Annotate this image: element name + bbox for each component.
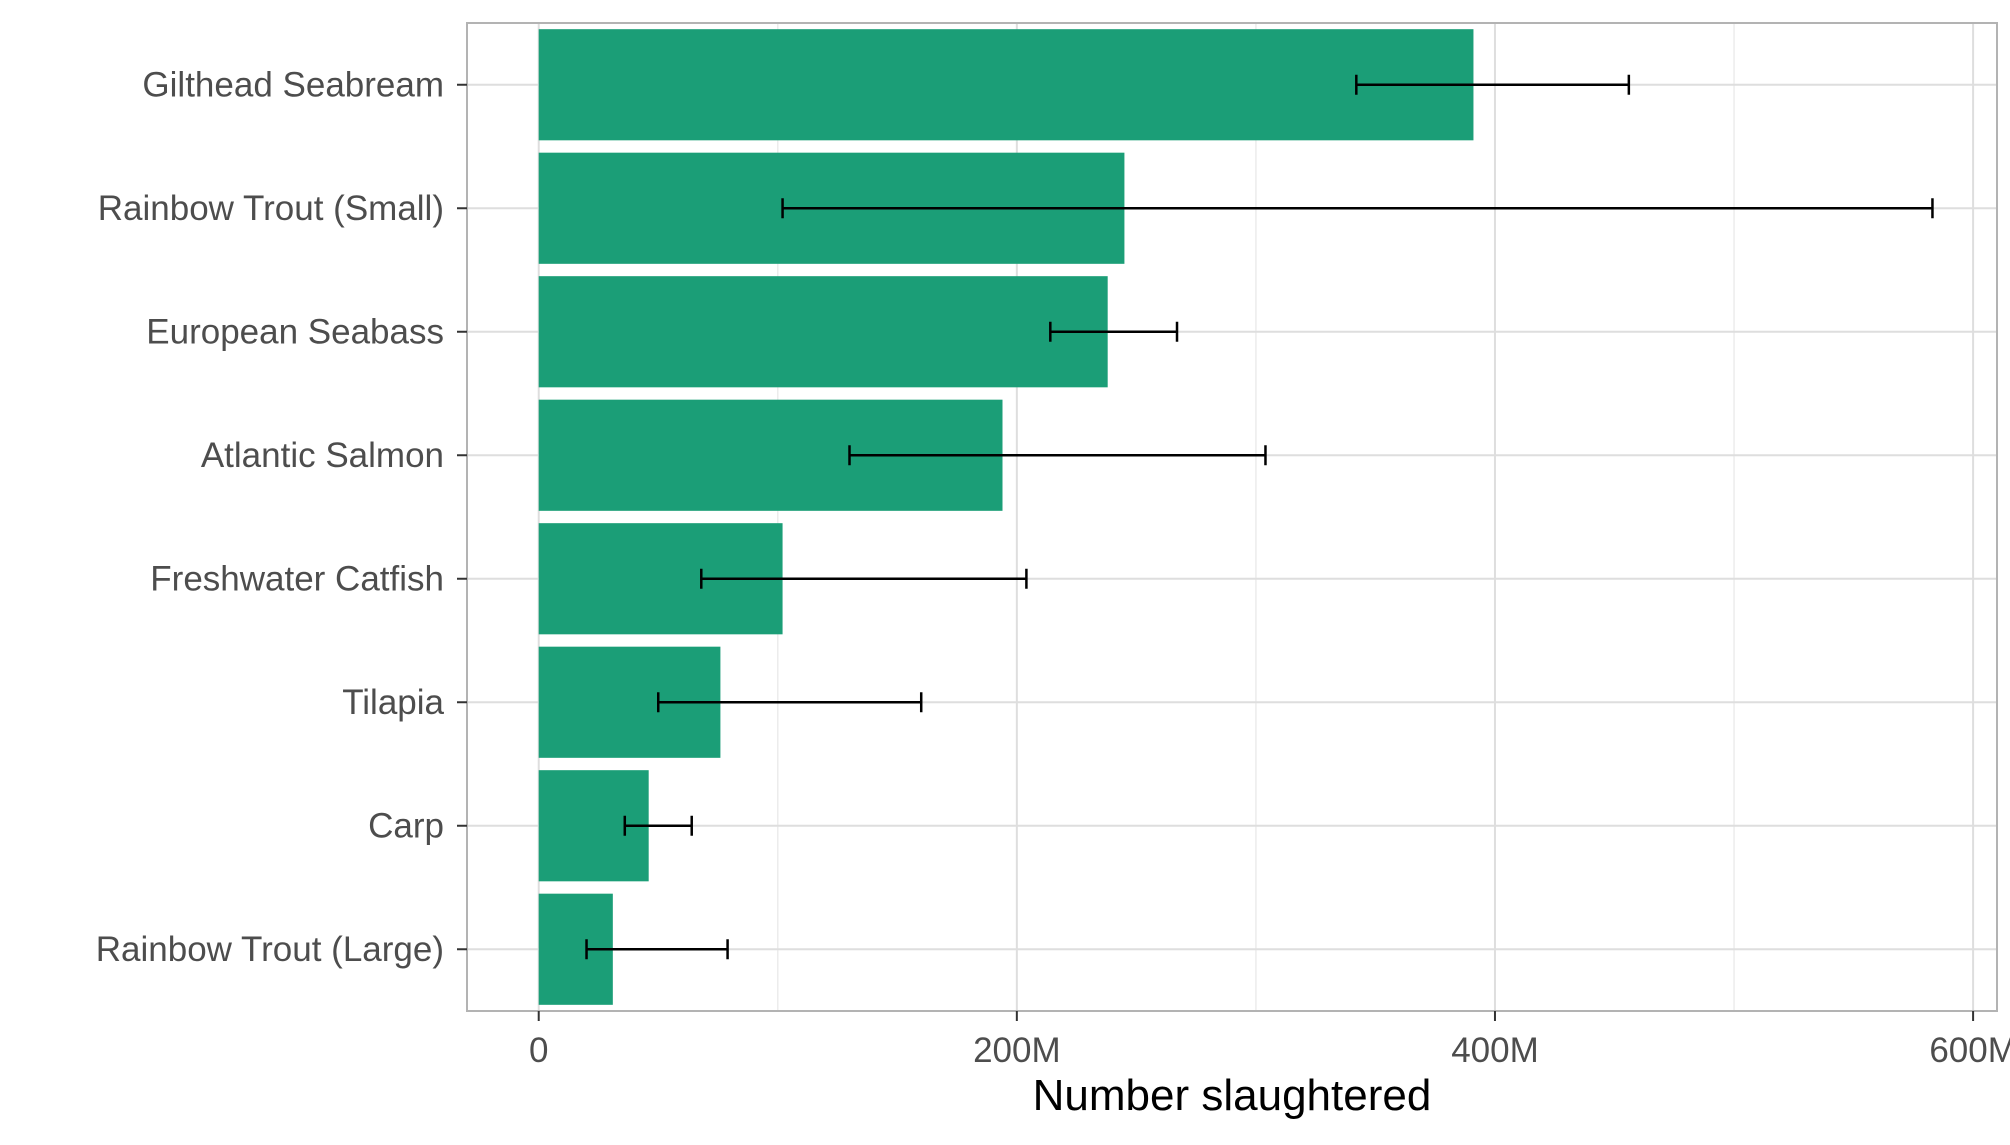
x-axis-title: Number slaughtered — [1033, 1071, 1432, 1120]
y-tick-label: Carp — [368, 806, 444, 845]
y-tick-label: Rainbow Trout (Small) — [98, 189, 444, 228]
bar-layer — [538, 29, 1474, 1005]
x-tick-label: 200M — [973, 1031, 1061, 1070]
panel-border — [466, 22, 1998, 1012]
x-tick-label: 600M — [1929, 1031, 2010, 1070]
y-tick-label: Atlantic Salmon — [201, 436, 444, 475]
y-tick-label: Tilapia — [342, 683, 444, 722]
x-tick-label: 400M — [1451, 1031, 1539, 1070]
errorbar-layer — [585, 74, 1934, 960]
y-tick-label: Rainbow Trout (Large) — [96, 930, 444, 969]
bar[interactable] — [538, 276, 1108, 388]
y-tick-label: European Seabass — [146, 312, 444, 351]
x-tick-label: 0 — [529, 1031, 548, 1070]
x-axis: 0 200M 400M 600M — [529, 1011, 2010, 1070]
y-tick-label: Freshwater Catfish — [150, 559, 444, 598]
y-tick-label: Gilthead Seabream — [142, 65, 444, 104]
bar[interactable] — [538, 29, 1474, 141]
y-axis: Gilthead Seabream Rainbow Trout (Small) Eu… — [96, 65, 467, 969]
